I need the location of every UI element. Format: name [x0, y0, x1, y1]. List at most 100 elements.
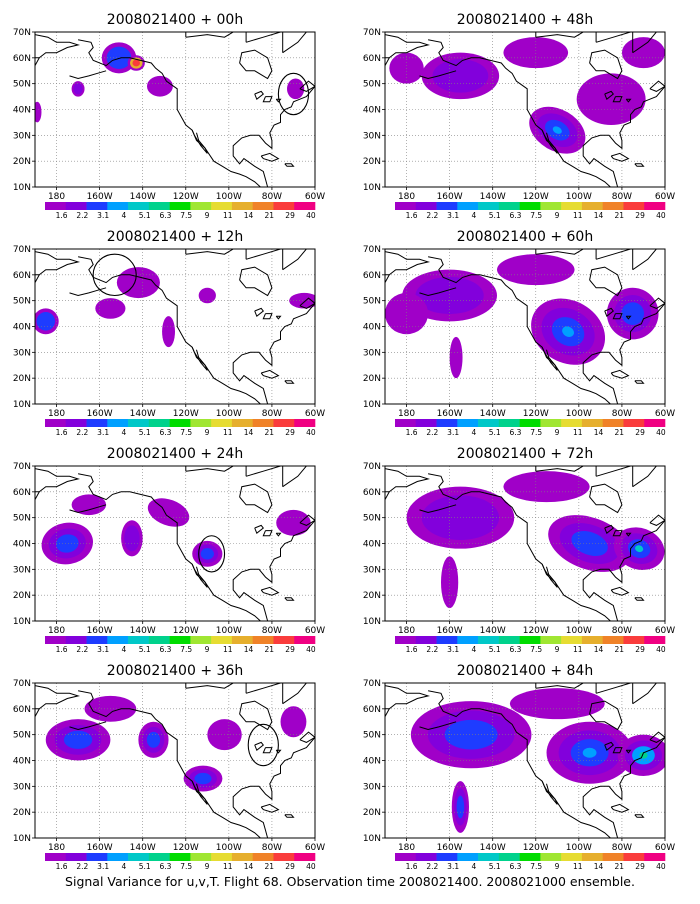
coastline [649, 297, 665, 309]
colorbar-label: 2.2 [426, 862, 438, 871]
map-panel: 2008021400 + 00h 10N 20N 30N 40N 50N 60N 70N 180… [13, 12, 325, 220]
coastline [419, 504, 457, 514]
coastline [535, 32, 585, 38]
x-tick-label: 100W [566, 409, 592, 419]
signal-contour [63, 730, 93, 749]
x-tick-label: 60W [305, 843, 325, 853]
coastline [185, 32, 235, 38]
colorbar-swatch [478, 419, 500, 427]
coastline [428, 473, 612, 621]
y-tick-label: 70N [13, 679, 31, 689]
y-tick-label: 40N [363, 540, 381, 550]
colorbar-label: 9 [205, 645, 210, 654]
x-tick-label: 100W [216, 192, 242, 202]
colorbar-label: 3.1 [97, 862, 109, 871]
coastline [632, 683, 658, 705]
map-area [35, 683, 315, 838]
x-tick-label: 160W [437, 192, 463, 202]
coastline [612, 313, 623, 320]
colorbar-label: 40 [656, 862, 666, 871]
x-tick-label: 120W [523, 843, 549, 853]
coastline [625, 749, 632, 754]
coastline [419, 721, 457, 731]
map-area [385, 249, 665, 404]
coastline [604, 90, 615, 101]
coastline [69, 504, 107, 514]
colorbar-label: 5.1 [489, 211, 501, 220]
colorbar-swatch [107, 853, 129, 861]
colorbar-swatch [519, 419, 541, 427]
coastline [260, 803, 280, 813]
y-tick-label: 50N [363, 80, 381, 90]
colorbar-label: 7.5 [530, 211, 542, 220]
signal-contour [55, 534, 79, 553]
colorbar-label: 14 [594, 862, 604, 871]
colorbar-swatch [190, 202, 212, 210]
coastline [245, 683, 281, 694]
colorbar-label: 4 [122, 428, 127, 437]
colorbar-swatch [128, 419, 150, 427]
colorbar-label: 9 [205, 211, 210, 220]
y-tick-label: 30N [13, 782, 31, 792]
coastline [78, 256, 262, 404]
x-tick-label: 120W [523, 409, 549, 419]
x-tick-label: 60W [305, 409, 325, 419]
y-tick-label: 30N [363, 131, 381, 141]
colorbar-swatch [540, 419, 562, 427]
panel-title: 2008021400 + 72h [457, 446, 593, 462]
coastline [245, 249, 281, 260]
colorbar-swatch [231, 853, 253, 861]
y-tick-label: 60N [363, 705, 381, 715]
x-tick-label: 120W [523, 192, 549, 202]
coastline [632, 249, 658, 271]
coastline [35, 708, 40, 717]
colorbar-label: 7.5 [530, 428, 542, 437]
y-tick-label: 30N [13, 131, 31, 141]
x-tick-label: 140W [480, 192, 506, 202]
colorbar-swatch [211, 636, 233, 644]
colorbar-label: 7.5 [180, 211, 192, 220]
colorbar-swatch [436, 202, 458, 210]
signal-contour [287, 78, 305, 100]
signal-contour [132, 59, 141, 67]
map-panel: 2008021400 + 36h 10N 20N 30N 40N 50N 60N 70N 180… [13, 663, 325, 871]
colorbar-swatch [252, 202, 274, 210]
y-tick-label: 60N [13, 271, 31, 281]
coastline [632, 466, 658, 488]
coastline [428, 690, 612, 838]
signal-contour [95, 298, 126, 319]
x-tick-label: 60W [655, 192, 675, 202]
colorbar-swatch [395, 636, 417, 644]
coastline [262, 96, 273, 103]
x-tick-label: 80W [612, 409, 632, 419]
observation-circle [277, 72, 310, 116]
y-tick-label: 30N [363, 782, 381, 792]
signal-contour [432, 59, 489, 93]
colorbar-swatch [644, 202, 666, 210]
colorbar-label: 7.5 [180, 645, 192, 654]
x-tick-label: 160W [437, 843, 463, 853]
colorbar-swatch [169, 636, 191, 644]
colorbar-swatch [148, 202, 170, 210]
signal-contour [449, 336, 463, 379]
colorbar-swatch [252, 419, 274, 427]
colorbar-label: 21 [615, 645, 625, 654]
colorbar-swatch [294, 636, 316, 644]
x-tick-label: 80W [612, 843, 632, 853]
colorbar-swatch [644, 853, 666, 861]
colorbar-label: 29 [285, 645, 295, 654]
signal-contour [198, 287, 216, 304]
coastline [604, 524, 615, 535]
panel-title: 2008021400 + 36h [107, 663, 243, 679]
colorbar-swatch [294, 419, 316, 427]
colorbar-label: 6.3 [159, 428, 171, 437]
colorbar-swatch [45, 202, 67, 210]
y-tick-label: 50N [363, 514, 381, 524]
colorbar-swatch [86, 202, 108, 210]
y-tick-label: 20N [13, 591, 31, 601]
colorbar-swatch [457, 202, 479, 210]
y-tick-label: 20N [363, 374, 381, 384]
coastline [232, 519, 315, 621]
coastline [185, 466, 235, 472]
coastline [595, 683, 631, 694]
